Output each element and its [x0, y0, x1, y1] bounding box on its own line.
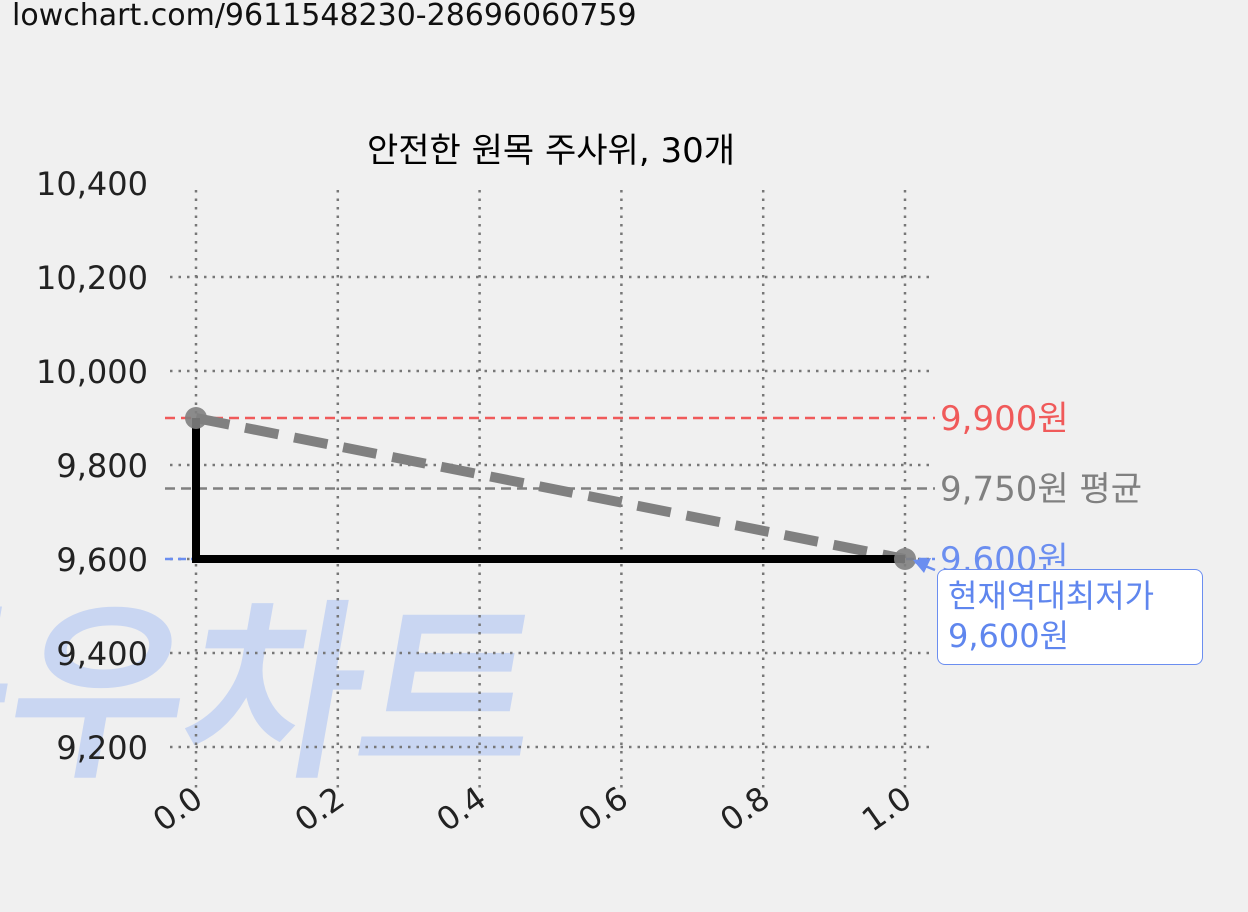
watermark-text: 득우차트 — [0, 584, 557, 805]
y-tick-label-6: 10,400 — [36, 165, 148, 203]
data-point-1 — [894, 548, 916, 570]
avg-price-label: 9,750원 평균 — [940, 470, 1142, 510]
price-line — [192, 418, 905, 563]
page-url: lowchart.com/9611548230-28696060759 — [12, 0, 637, 33]
chart-title: 안전한 원목 주사위, 30개 — [367, 131, 735, 171]
price-series — [185, 407, 936, 573]
lowest-price-annotation: 현재역대최저가 9,600원 — [937, 569, 1203, 665]
y-tick-label-1: 9,400 — [56, 635, 148, 673]
y-tick-label-0: 9,200 — [56, 729, 148, 767]
y-tick-label-5: 10,200 — [36, 259, 148, 297]
trend-line — [195, 413, 906, 564]
annotation-price: 9,600원 — [948, 617, 1070, 655]
annotation-arrow-head — [913, 558, 931, 573]
y-tick-label-2: 9,600 — [56, 541, 148, 579]
x-tick-label-4: 0.8 — [713, 779, 776, 839]
annotation-title: 현재역대최저가 — [948, 577, 1155, 615]
max-price-label: 9,900원 — [940, 399, 1069, 439]
watermark: 득우차트 — [0, 584, 557, 805]
data-point-0 — [185, 407, 207, 429]
x-tick-label-5: 1.0 — [855, 779, 918, 839]
y-tick-label-4: 10,000 — [36, 353, 148, 391]
y-tick-label-3: 9,800 — [56, 447, 148, 485]
x-tick-label-3: 0.6 — [571, 779, 634, 839]
